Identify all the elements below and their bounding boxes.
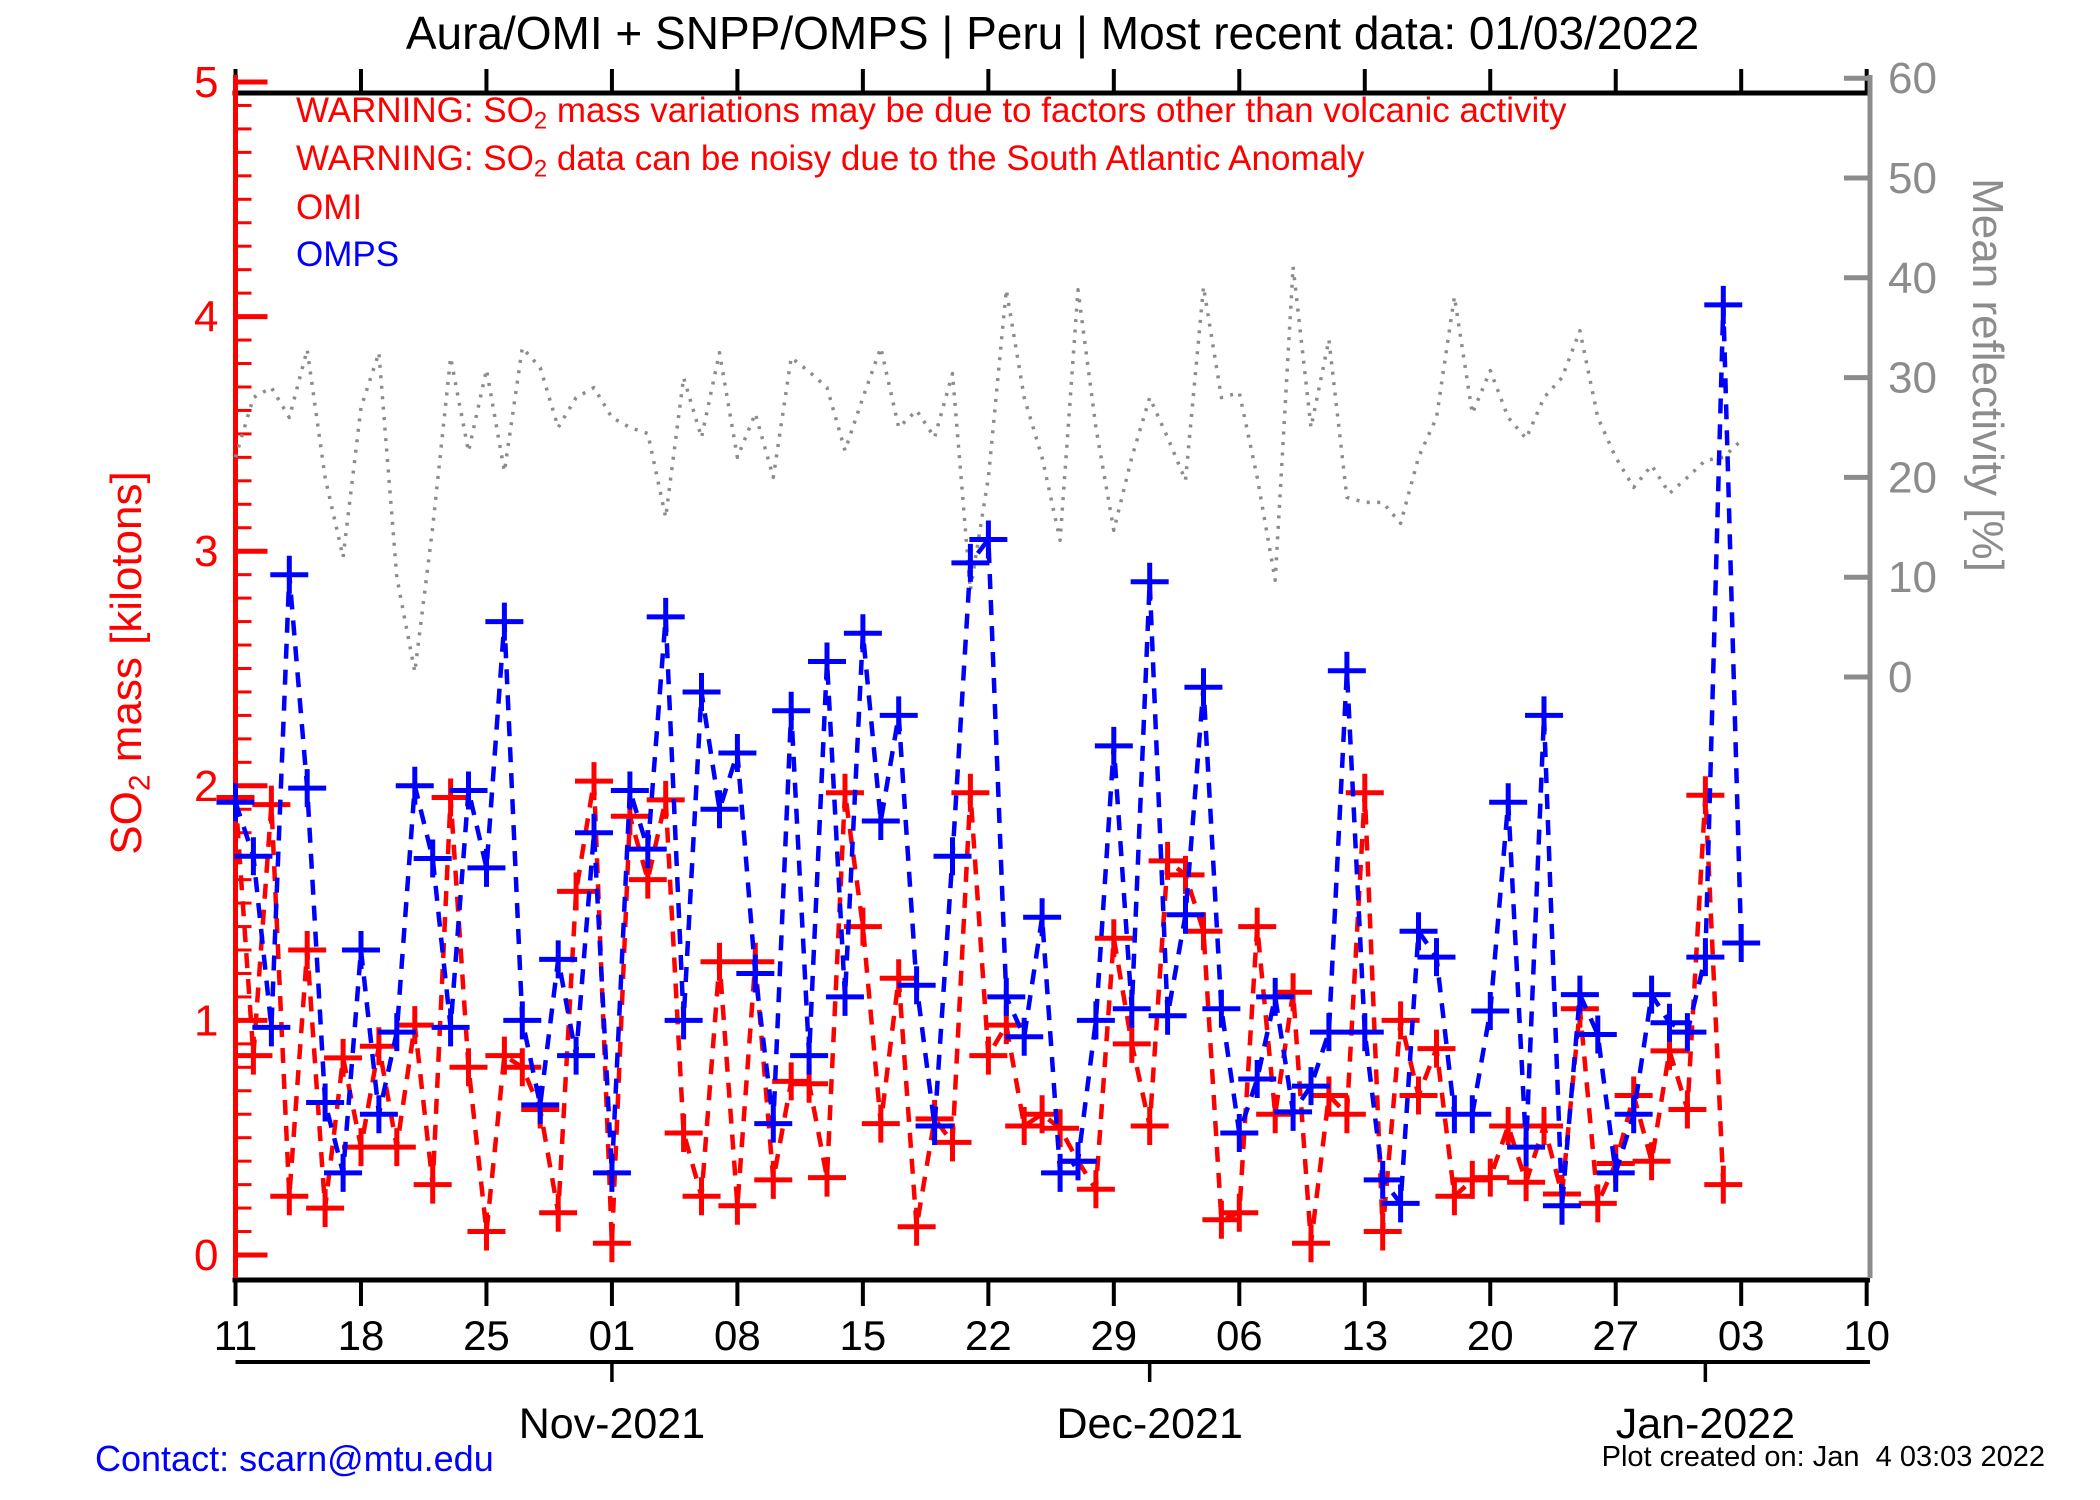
right-axis-tick-0: 0	[1888, 653, 1912, 702]
x-tick-label-day-29: 29	[1090, 1312, 1137, 1359]
right-axis-tick-20: 20	[1888, 453, 1937, 502]
warning2-prefix: WARNING: SO	[296, 139, 534, 178]
left-axis-tick-2: 2	[194, 762, 218, 811]
chart-title: Aura/OMI + SNPP/OMPS | Peru | Most recen…	[405, 7, 1700, 59]
warning2-suffix: data can be noisy due to the South Atlan…	[547, 139, 1365, 178]
left-axis-tick-0: 0	[194, 1231, 218, 1280]
warning1-suffix: mass variations may be due to factors ot…	[547, 91, 1567, 130]
warning2-subscript: 2	[533, 155, 548, 183]
x-tick-label-day-20: 20	[1467, 1312, 1514, 1359]
x-tick-label-day-27: 27	[1592, 1312, 1639, 1359]
x-tick-label-day-03: 03	[1718, 1312, 1765, 1359]
x-month-label-Nov-2021: Nov-2021	[519, 1400, 705, 1448]
contact-email-text: Contact: scarn@mtu.edu	[95, 1438, 494, 1479]
x-tick-label-day-11: 11	[214, 1312, 258, 1359]
series-omps-markers	[216, 285, 1761, 1225]
left-axis-tick-1: 1	[194, 996, 218, 1045]
x-tick-label-day-01: 01	[589, 1312, 636, 1359]
left-axis-title-subscript: 2	[123, 774, 157, 792]
x-tick-label-day-13: 13	[1341, 1312, 1388, 1359]
x-axis-month-line: Nov-2021 Dec-2021 Jan-2022	[235, 1360, 1870, 1448]
right-axis-title: Mean reflectivity [%]	[1963, 178, 2012, 572]
left-axis-title-prefix: SO	[102, 791, 151, 855]
x-tick-label-day-18: 18	[338, 1312, 385, 1359]
x-tick-label-day-15: 15	[840, 1312, 887, 1359]
x-tick-label-day-06: 06	[1216, 1312, 1263, 1359]
left-axis-title: SO2 mass [kilotons]	[102, 213, 157, 1113]
x-month-label-Dec-2021: Dec-2021	[1056, 1400, 1242, 1448]
warning-line-2: WARNING: SO2 data can be noisy due to th…	[296, 139, 1364, 184]
right-axis-tick-10: 10	[1888, 553, 1937, 602]
left-axis-tick-5: 5	[194, 58, 218, 107]
right-axis-tick-40: 40	[1888, 254, 1937, 303]
left-axis-tick-4: 4	[194, 293, 218, 342]
warning1-subscript: 2	[533, 107, 548, 135]
left-axis-tick-3: 3	[194, 527, 218, 576]
right-axis-reflectivity: 0 10 20 30 40 50 60	[1844, 54, 1937, 1278]
legend-label-omps: OMPS	[296, 235, 400, 274]
plot-created-timestamp: Plot created on: Jan 4 03:03 2022	[1601, 1441, 2045, 1473]
x-tick-label-day-10: 10	[1843, 1312, 1890, 1359]
x-tick-label-day-22: 22	[965, 1312, 1012, 1359]
right-axis-tick-60: 60	[1888, 54, 1937, 103]
left-axis-title-suffix: mass [kilotons]	[102, 471, 151, 775]
plot-frame	[232, 69, 1870, 1306]
legend-label-omi: OMI	[296, 188, 363, 227]
right-axis-tick-50: 50	[1888, 154, 1937, 203]
right-axis-tick-30: 30	[1888, 354, 1937, 403]
x-month-label-Jan-2022: Jan-2022	[1616, 1400, 1795, 1448]
series-reflectivity-line	[233, 265, 1743, 674]
x-tick-label-day-25: 25	[463, 1312, 510, 1359]
x-tick-label-day-08: 08	[714, 1312, 761, 1359]
warning-line-1: WARNING: SO2 mass variations may be due …	[296, 91, 1566, 136]
x-axis-day-labels: 11 18 25 01 08 15 22 29 06 13 20 27 03 10	[214, 1312, 1890, 1359]
series-omi-markers	[216, 762, 1743, 1263]
left-axis-so2: 0 1 2 3 4 5	[194, 58, 268, 1280]
warning1-prefix: WARNING: SO	[296, 91, 534, 130]
